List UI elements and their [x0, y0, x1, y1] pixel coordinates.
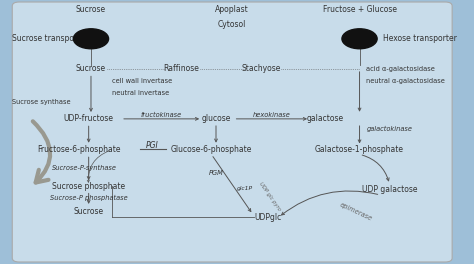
Text: PGI: PGI [146, 142, 159, 150]
Text: Cytosol: Cytosol [218, 20, 246, 29]
Text: Sucrose phosphate: Sucrose phosphate [52, 182, 125, 191]
Text: UDP-fructose: UDP-fructose [64, 114, 114, 123]
Text: Sucrose transporter: Sucrose transporter [12, 34, 89, 43]
Text: epimerase: epimerase [339, 202, 373, 222]
Text: Sucrose-P-synthase: Sucrose-P-synthase [52, 164, 117, 171]
Text: Sucrose: Sucrose [73, 207, 104, 216]
Text: neutral invertase: neutral invertase [112, 90, 169, 96]
Text: glucose: glucose [201, 114, 231, 123]
Text: Raffinose: Raffinose [164, 64, 199, 73]
Text: UDP galactose: UDP galactose [362, 185, 418, 194]
Text: UDPglc: UDPglc [255, 213, 282, 222]
Text: hexokinase: hexokinase [253, 112, 291, 118]
Text: Hexose transporter: Hexose transporter [383, 34, 456, 43]
Text: neutral α-galactosidase: neutral α-galactosidase [366, 78, 446, 84]
Text: Sucrose-P phosphatase: Sucrose-P phosphatase [50, 195, 128, 201]
Text: Glucose-6-phosphate: Glucose-6-phosphate [171, 145, 252, 154]
Text: Galactose-1-phosphate: Galactose-1-phosphate [315, 145, 404, 154]
Text: Stachyose: Stachyose [242, 64, 281, 73]
Circle shape [342, 29, 377, 49]
Text: fructokinase: fructokinase [141, 112, 182, 118]
Text: Sucrose: Sucrose [76, 64, 106, 73]
Text: Apoplast: Apoplast [215, 5, 249, 14]
Text: Sucrose: Sucrose [76, 5, 106, 14]
Text: cell wall invertase: cell wall invertase [112, 78, 172, 84]
Text: galactose: galactose [306, 114, 343, 123]
Text: UDP glc pyro: UDP glc pyro [258, 181, 281, 212]
Text: glc1P: glc1P [237, 186, 253, 191]
Text: Fructose + Glucose: Fructose + Glucose [322, 5, 397, 14]
Text: Sucrose synthase: Sucrose synthase [12, 99, 71, 105]
Circle shape [73, 29, 109, 49]
Text: PGM: PGM [209, 170, 224, 176]
Text: acid α-galactosidase: acid α-galactosidase [366, 66, 435, 72]
FancyArrowPatch shape [33, 121, 50, 182]
Text: galactokinase: galactokinase [366, 126, 412, 133]
FancyBboxPatch shape [12, 2, 452, 262]
Text: Fructose-6-phosphate: Fructose-6-phosphate [37, 145, 121, 154]
